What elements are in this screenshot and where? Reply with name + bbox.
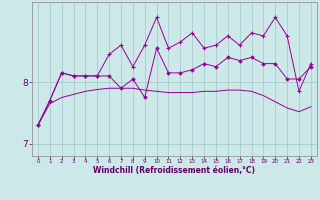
X-axis label: Windchill (Refroidissement éolien,°C): Windchill (Refroidissement éolien,°C) [93,166,255,175]
